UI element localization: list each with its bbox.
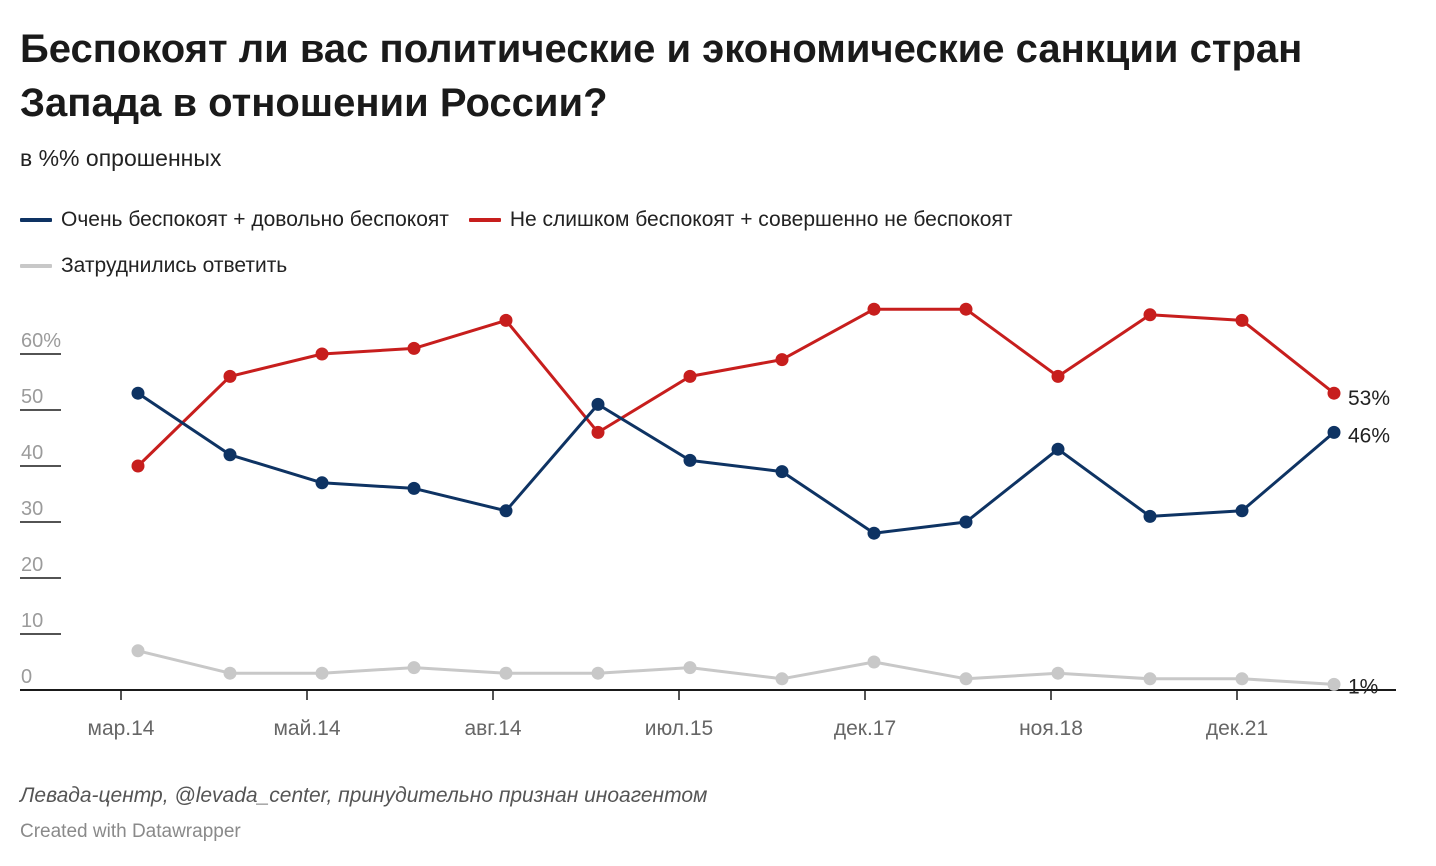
series-line-1 bbox=[136, 307, 1336, 468]
data-point bbox=[1235, 313, 1249, 327]
chart-subtitle: в %% опрошенных bbox=[20, 145, 222, 171]
data-point bbox=[223, 448, 237, 462]
legend-label-concerned: Очень беспокоят + довольно беспокоят bbox=[61, 208, 449, 231]
data-point bbox=[775, 465, 789, 479]
data-point bbox=[223, 666, 237, 680]
legend-item-undecided: Затруднились ответить bbox=[20, 254, 287, 278]
legend-swatch-concerned bbox=[20, 218, 52, 222]
data-point bbox=[131, 644, 145, 658]
x-tick-label: июл.15 bbox=[645, 717, 713, 740]
data-point bbox=[315, 476, 329, 490]
line-chart: 60% 50 40 30 20 10 0 мар.14 май.14 авг.14 июл.15 де… bbox=[20, 302, 1396, 740]
data-point bbox=[1143, 308, 1157, 322]
data-point bbox=[959, 672, 973, 686]
x-tick-label: дек.17 bbox=[834, 717, 896, 740]
data-point bbox=[1051, 369, 1065, 383]
legend-swatch-undecided bbox=[20, 264, 52, 268]
data-point bbox=[1143, 672, 1157, 686]
data-point bbox=[959, 515, 973, 529]
chart-title: Беспокоят ли вас политические и экономич… bbox=[20, 27, 1303, 125]
data-point bbox=[223, 369, 237, 383]
data-point bbox=[315, 666, 329, 680]
data-point bbox=[131, 386, 145, 400]
data-point bbox=[499, 313, 513, 327]
end-value-label: 1% bbox=[1348, 675, 1378, 698]
end-value-label: 53% bbox=[1348, 387, 1390, 410]
y-tick-label: 20 bbox=[21, 554, 43, 576]
chart-legend: Очень беспокоят + довольно беспокоят Не … bbox=[20, 204, 1320, 296]
data-point bbox=[499, 666, 513, 680]
data-point bbox=[1327, 425, 1341, 439]
y-tick-label: 10 bbox=[21, 610, 43, 632]
x-tick-label: май.14 bbox=[273, 717, 340, 740]
y-tick-label: 40 bbox=[21, 442, 43, 464]
legend-swatch-not-concerned bbox=[468, 218, 501, 222]
data-point bbox=[591, 425, 605, 439]
series-line-2 bbox=[136, 649, 1336, 686]
data-point bbox=[1051, 442, 1065, 456]
data-point bbox=[407, 661, 421, 675]
legend-row-2: Затруднились ответить bbox=[20, 250, 1320, 282]
x-tick-label: дек.21 bbox=[1206, 717, 1268, 740]
data-point bbox=[959, 302, 973, 316]
data-point bbox=[131, 459, 145, 473]
end-value-label: 46% bbox=[1348, 424, 1390, 447]
data-point bbox=[1327, 677, 1341, 691]
data-point bbox=[407, 481, 421, 495]
data-point bbox=[1327, 386, 1341, 400]
data-point bbox=[591, 666, 605, 680]
x-tick-label: мар.14 bbox=[88, 717, 155, 740]
data-point bbox=[775, 353, 789, 367]
legend-item-not-concerned: Не слишком беспокоят + совершенно не бес… bbox=[468, 208, 1013, 232]
x-tick-label: ноя.18 bbox=[1019, 717, 1083, 740]
data-point bbox=[1143, 509, 1157, 523]
data-point bbox=[1051, 666, 1065, 680]
data-point bbox=[683, 661, 697, 675]
data-point bbox=[1235, 672, 1249, 686]
data-point bbox=[867, 526, 881, 540]
legend-label-not-concerned: Не слишком беспокоят + совершенно не бес… bbox=[509, 208, 1013, 231]
legend-label-undecided: Затруднились ответить bbox=[61, 254, 288, 277]
series-line-0 bbox=[136, 391, 1336, 535]
source-note: Левада-центр, @levada_center, принудител… bbox=[20, 784, 708, 807]
datawrapper-credit: Created with Datawrapper bbox=[20, 821, 241, 842]
data-point bbox=[683, 369, 697, 383]
y-tick-label: 50 bbox=[21, 386, 43, 408]
data-point bbox=[315, 347, 329, 361]
x-tick-label: авг.14 bbox=[464, 717, 521, 740]
y-tick-label: 30 bbox=[21, 498, 43, 520]
data-point bbox=[591, 397, 605, 411]
data-point bbox=[867, 302, 881, 316]
data-point bbox=[775, 672, 789, 686]
y-tick-label: 0 bbox=[21, 666, 32, 688]
data-point bbox=[867, 655, 881, 669]
legend-row-1: Очень беспокоят + довольно беспокоят Не … bbox=[20, 204, 1320, 236]
data-point bbox=[683, 453, 697, 467]
data-point bbox=[407, 341, 421, 355]
y-tick-label: 60% bbox=[21, 330, 61, 352]
data-point bbox=[1235, 504, 1249, 518]
data-point bbox=[499, 504, 513, 518]
legend-item-concerned: Очень беспокоят + довольно беспокоят bbox=[20, 208, 449, 232]
